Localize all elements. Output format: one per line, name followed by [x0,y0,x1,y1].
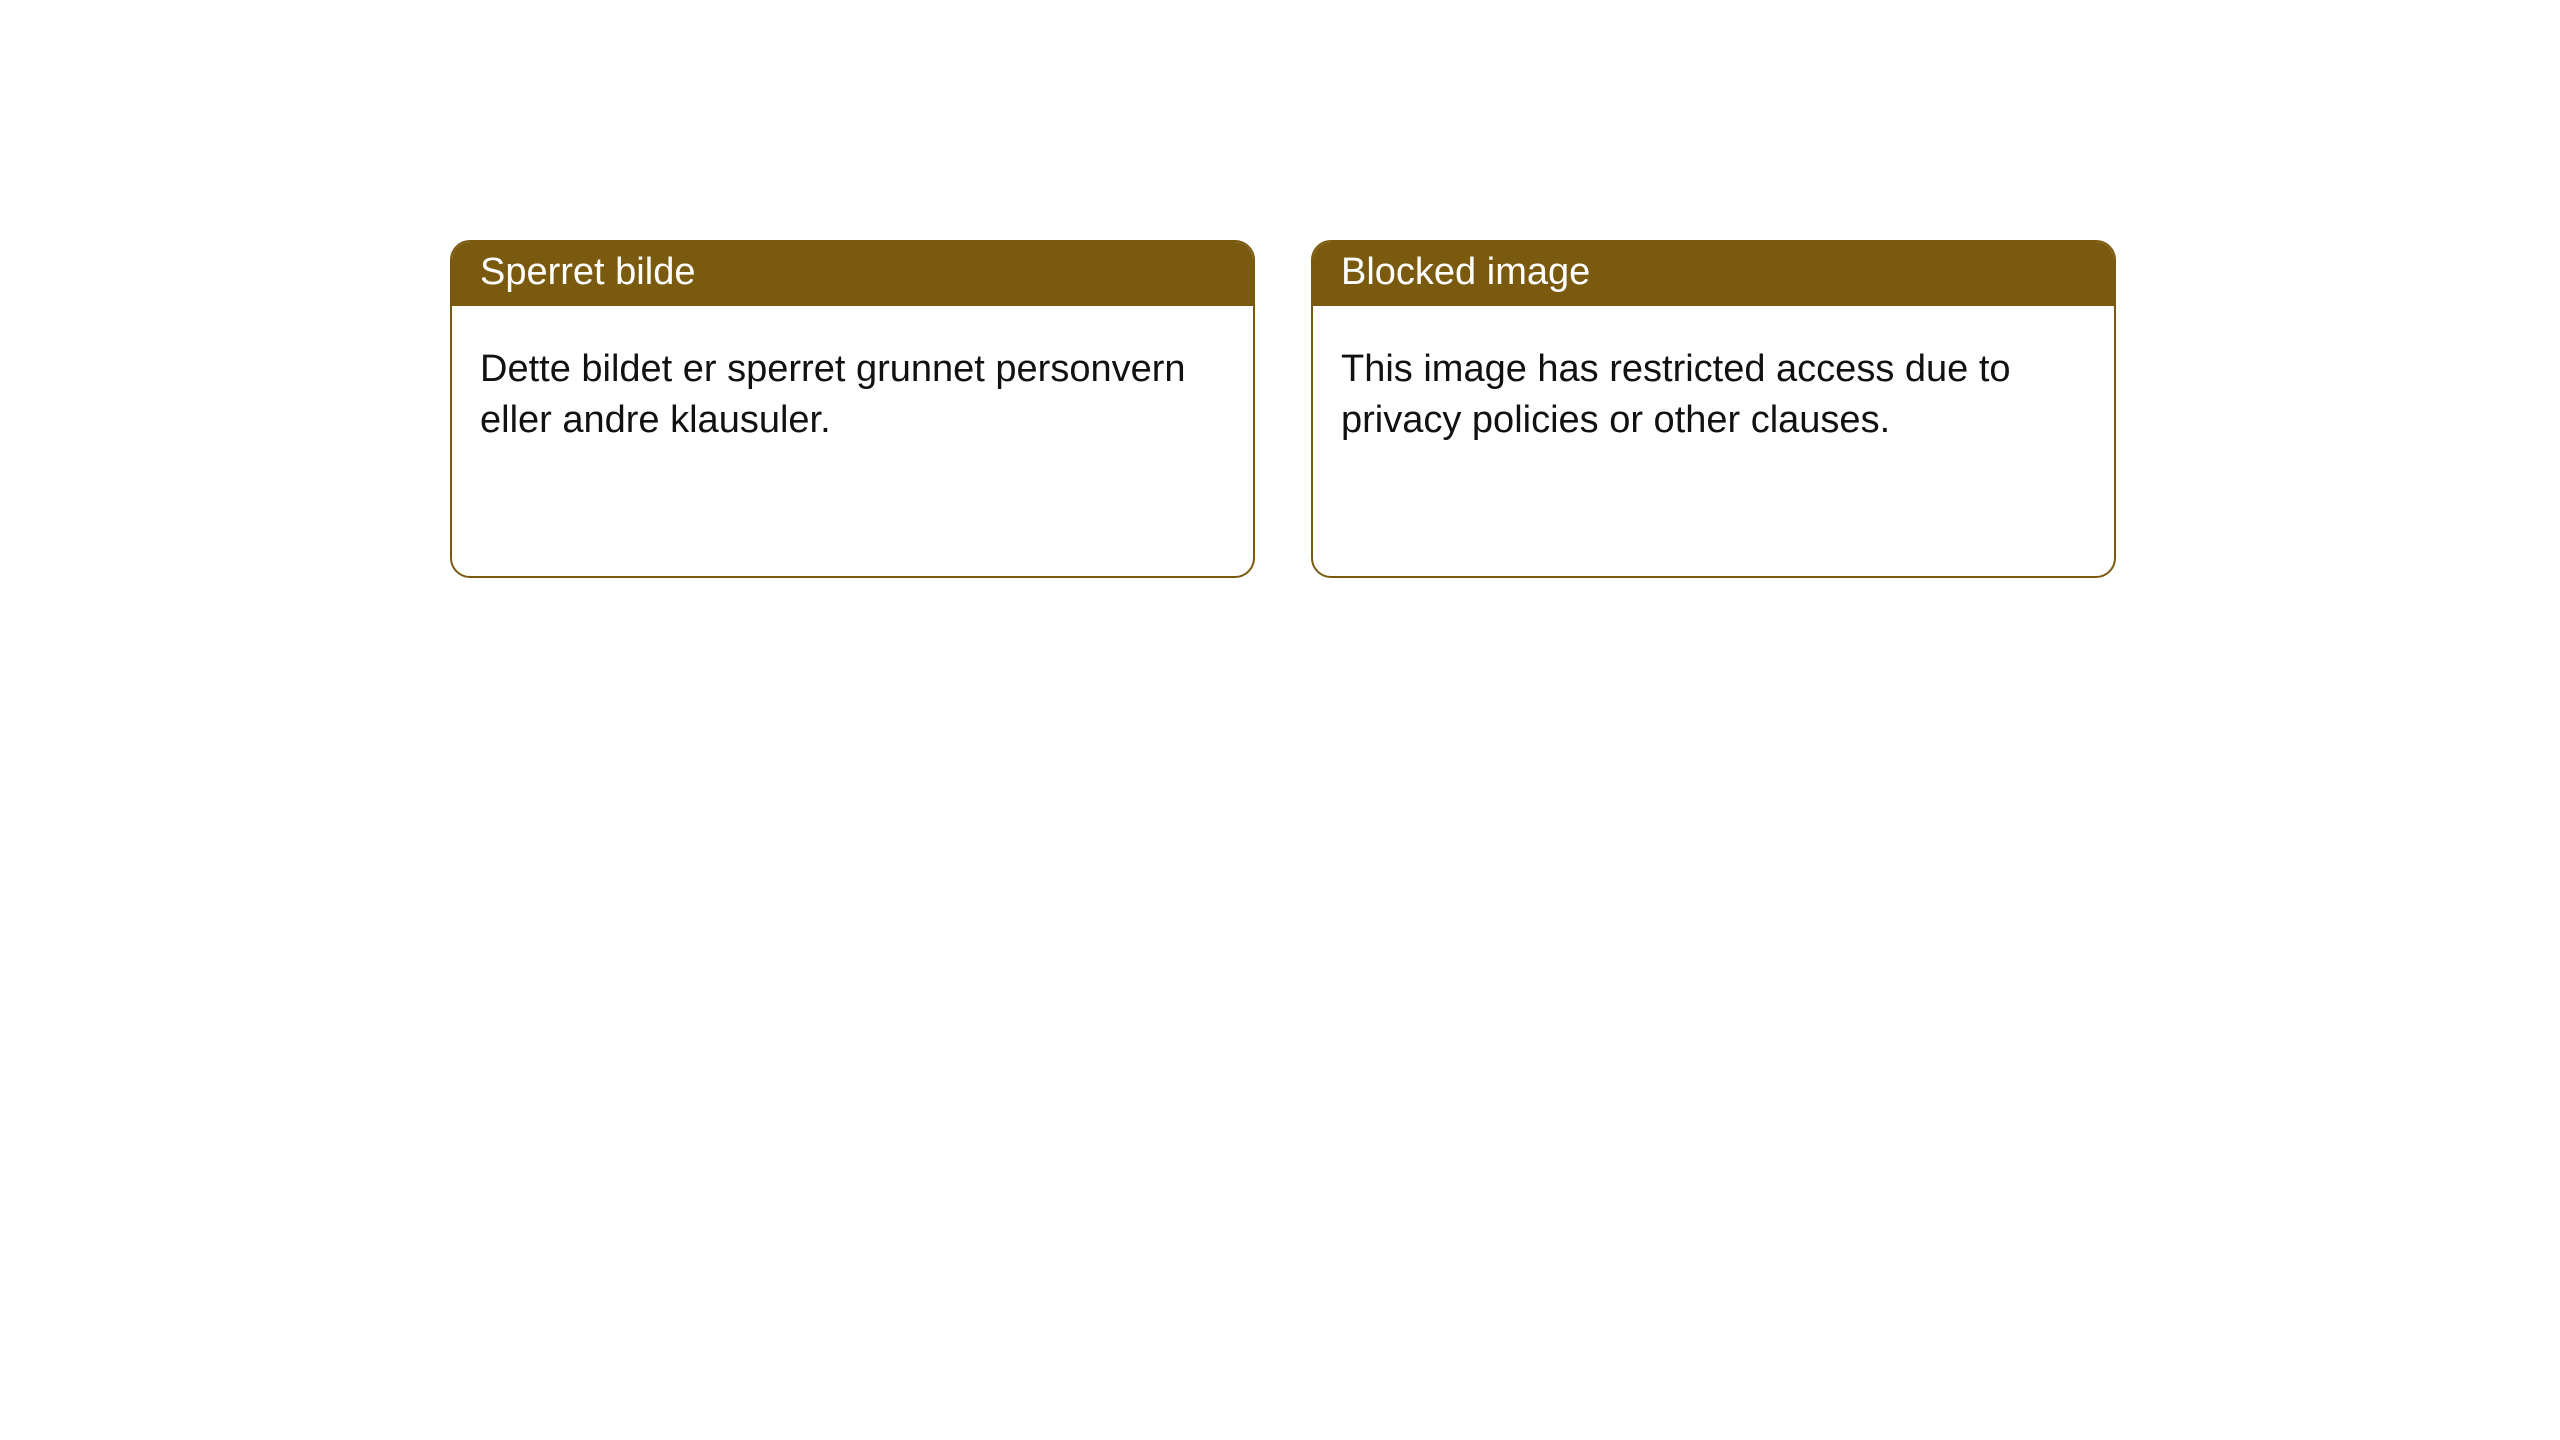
card-header-no: Sperret bilde [452,242,1253,306]
notice-container: Sperret bilde Dette bildet er sperret gr… [0,0,2560,578]
card-body-no: Dette bildet er sperret grunnet personve… [452,306,1253,475]
blocked-image-card-en: Blocked image This image has restricted … [1311,240,2116,578]
blocked-image-card-no: Sperret bilde Dette bildet er sperret gr… [450,240,1255,578]
card-header-en: Blocked image [1313,242,2114,306]
card-body-en: This image has restricted access due to … [1313,306,2114,475]
